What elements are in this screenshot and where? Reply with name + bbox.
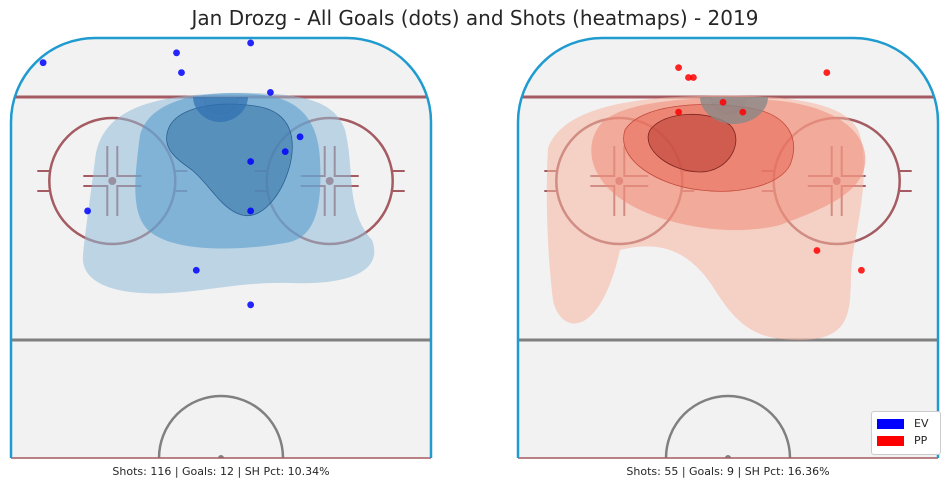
- rink-left: [9, 36, 433, 459]
- legend-label-pp: PP: [914, 434, 928, 447]
- ice-markings: [11, 39, 431, 458]
- left-goal-point: [39, 59, 47, 67]
- legend-swatch-ev: [877, 419, 904, 429]
- center-dot: [218, 455, 224, 458]
- right-goal-point: [813, 247, 821, 254]
- left-goal-point: [247, 158, 255, 165]
- center-circle: [664, 394, 792, 458]
- boards: [516, 36, 940, 458]
- ice-markings: [518, 64, 938, 458]
- heatmap-contour: [647, 113, 737, 173]
- right-goal-point: [675, 64, 682, 72]
- left-goal-point: [84, 207, 91, 215]
- caption-right: Shots: 55 | Goals: 9 | SH Pct: 16.36%: [626, 465, 830, 478]
- boards: [9, 36, 433, 458]
- right-goal-point: [685, 74, 692, 81]
- left-goal-point: [247, 301, 255, 309]
- legend: EV PP: [871, 411, 941, 455]
- legend-label-ev: EV: [914, 417, 929, 430]
- right-goal-point: [858, 266, 865, 274]
- center-dot: [725, 455, 731, 458]
- left-goal-point: [178, 69, 185, 76]
- left-goal-point: [173, 49, 180, 57]
- center-circle: [157, 394, 285, 458]
- caption-left: Shots: 116 | Goals: 12 | SH Pct: 10.34%: [112, 465, 330, 478]
- right-goal-point: [675, 108, 682, 116]
- left-goal-point: [192, 266, 200, 274]
- right-goal-point: [719, 98, 727, 106]
- left-goal-point: [247, 207, 255, 215]
- left-goal-point: [267, 88, 274, 96]
- heatmap-contour: [700, 97, 768, 124]
- left-goal-point: [247, 39, 255, 47]
- legend-swatch-pp: [877, 436, 904, 446]
- right-goal-point: [690, 74, 697, 81]
- left-goal-point: [296, 133, 304, 141]
- chart-title: Jan Drozg - All Goals (dots) and Shots (…: [191, 6, 759, 30]
- left-goal-point: [281, 148, 289, 156]
- right-goal-point: [739, 108, 747, 116]
- right-goal-point: [823, 69, 831, 76]
- rink-right: [516, 36, 940, 459]
- heatmap-contour: [193, 97, 248, 122]
